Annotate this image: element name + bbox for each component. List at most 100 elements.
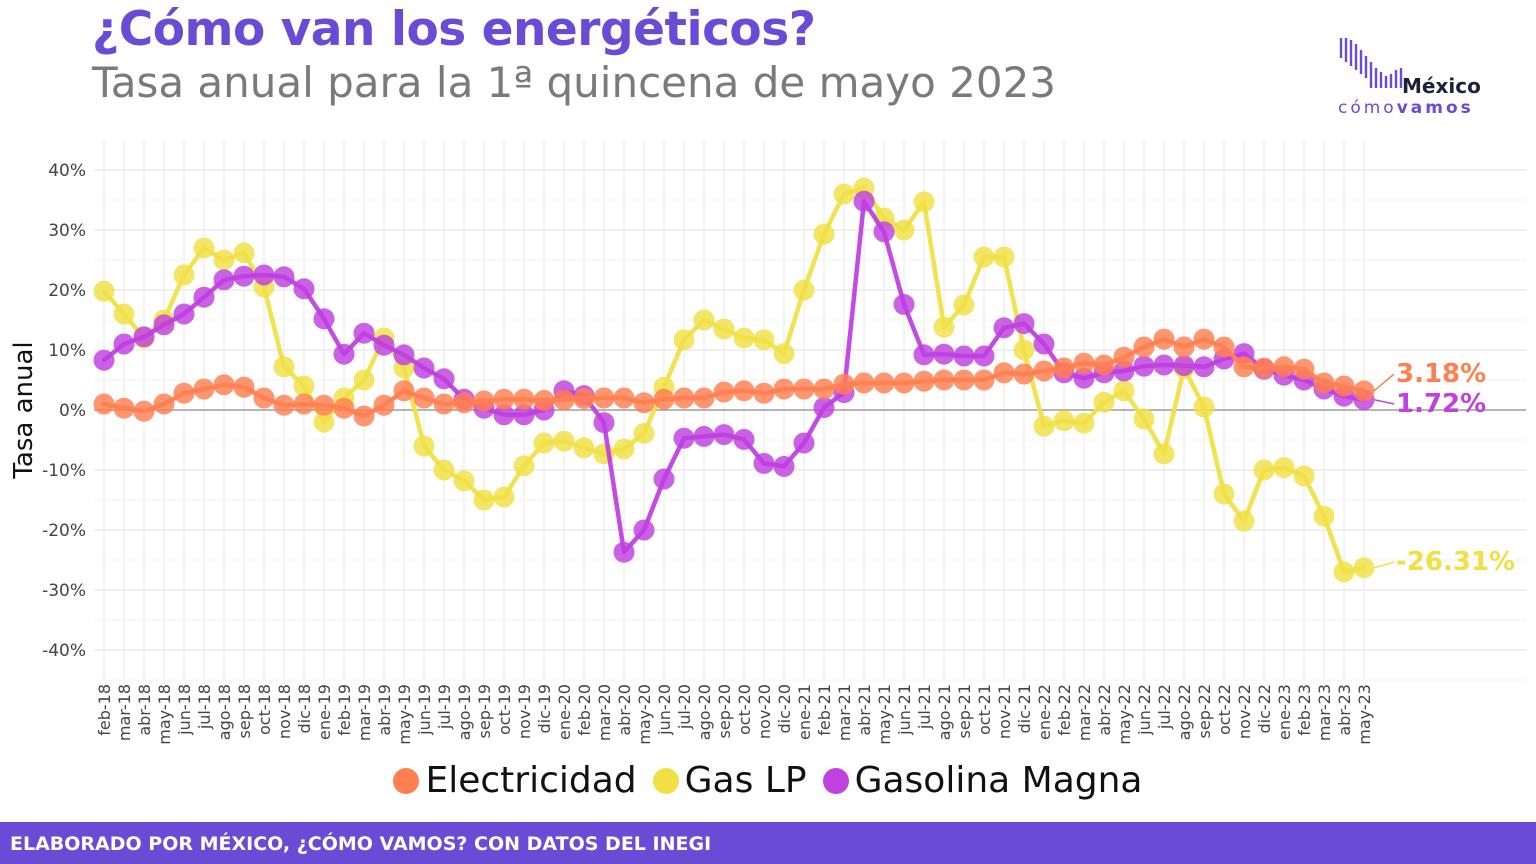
x-tick-label: abr-23 <box>1335 684 1354 736</box>
x-tick-label: jun-20 <box>655 684 674 736</box>
data-point <box>493 486 515 508</box>
x-tick-label: ago-20 <box>695 684 714 740</box>
data-point <box>973 345 995 367</box>
data-point <box>173 303 195 325</box>
x-tick-label: feb-22 <box>1055 684 1074 736</box>
x-tick-label: ene-21 <box>795 684 814 740</box>
data-point <box>1313 505 1335 527</box>
data-point <box>733 327 755 349</box>
data-point <box>313 308 335 330</box>
x-tick-label: jun-19 <box>415 684 434 736</box>
data-point <box>1153 328 1175 350</box>
x-tick-label: may-21 <box>875 684 894 745</box>
data-point <box>1193 396 1215 418</box>
data-point <box>213 374 235 396</box>
data-point <box>393 380 415 402</box>
data-point <box>193 237 215 259</box>
y-tick-label: -40% <box>42 641 86 661</box>
x-tick-label: nov-20 <box>755 684 774 739</box>
x-tick-label: mar-21 <box>835 684 854 741</box>
data-point <box>933 316 955 338</box>
data-point <box>633 392 655 414</box>
data-point <box>633 422 655 444</box>
data-point <box>353 369 375 391</box>
data-point <box>1093 354 1115 376</box>
data-point <box>1133 408 1155 430</box>
logo-bars-icon <box>1339 38 1403 88</box>
x-tick-label: feb-21 <box>815 684 834 736</box>
y-tick-label: -10% <box>42 461 86 481</box>
logo-tagline: cómovamos <box>1338 98 1474 118</box>
data-point <box>1253 459 1275 481</box>
data-point <box>1213 483 1235 505</box>
data-point <box>1293 465 1315 487</box>
data-point <box>1053 410 1075 432</box>
data-point <box>373 394 395 416</box>
data-point <box>413 387 435 409</box>
data-point <box>673 329 695 351</box>
footer-bar: ELABORADO POR MÉXICO, ¿CÓMO VAMOS? CON D… <box>0 822 1536 864</box>
data-point <box>213 269 235 291</box>
data-point <box>993 362 1015 384</box>
data-point <box>433 393 455 415</box>
data-point <box>493 388 515 410</box>
data-point <box>793 279 815 301</box>
x-tick-label: nov-18 <box>275 684 294 739</box>
data-point <box>1193 356 1215 378</box>
data-point <box>513 404 535 426</box>
data-point <box>273 394 295 416</box>
data-point <box>1333 561 1355 583</box>
data-point <box>973 246 995 268</box>
x-tick-label: dic-19 <box>535 684 554 734</box>
data-point <box>293 278 315 300</box>
data-point <box>713 381 735 403</box>
y-tick-label: -20% <box>42 521 86 541</box>
data-point <box>393 344 415 366</box>
y-tick-label: 40% <box>48 161 86 181</box>
data-point <box>853 190 875 212</box>
x-axis: feb-18 mar-18 abr-18 may-18 jun-18 jul-18 ago-… <box>95 684 1374 745</box>
y-tick-label: -30% <box>42 581 86 601</box>
data-point <box>1293 358 1315 380</box>
data-point <box>1013 339 1035 361</box>
data-point <box>813 378 835 400</box>
data-point <box>113 303 135 325</box>
data-point <box>1113 346 1135 368</box>
data-point <box>1313 372 1335 394</box>
x-tick-label: jul-18 <box>195 684 214 730</box>
x-tick-label: dic-18 <box>295 684 314 734</box>
data-point <box>353 322 375 344</box>
data-point <box>813 397 835 419</box>
data-point <box>1033 333 1055 355</box>
x-tick-label: abr-21 <box>855 684 874 736</box>
data-point <box>233 242 255 264</box>
data-point <box>893 219 915 241</box>
x-tick-label: mar-19 <box>355 684 374 741</box>
data-point <box>673 427 695 449</box>
data-point <box>433 368 455 390</box>
data-point <box>1273 356 1295 378</box>
legend-item: Electricidad <box>393 760 637 801</box>
data-point <box>173 264 195 286</box>
logo-tagline-bold: vamos <box>1396 98 1474 118</box>
x-tick-label: jun-21 <box>895 684 914 736</box>
x-tick-label: mar-22 <box>1075 684 1094 741</box>
end-label: 3.18% <box>1396 359 1486 389</box>
x-tick-label: jul-22 <box>1155 684 1174 730</box>
data-point <box>1033 360 1055 382</box>
data-point <box>993 317 1015 339</box>
data-point <box>453 392 475 414</box>
x-tick-label: ene-22 <box>1035 684 1054 740</box>
data-point <box>133 400 155 422</box>
data-point <box>753 382 775 404</box>
data-point <box>373 334 395 356</box>
data-point <box>1133 355 1155 377</box>
data-point <box>513 388 535 410</box>
data-point <box>673 387 695 409</box>
data-point <box>273 266 295 288</box>
data-point <box>1353 557 1375 579</box>
data-point <box>1013 313 1035 335</box>
data-point <box>253 387 275 409</box>
y-tick-label: 20% <box>48 281 86 301</box>
x-tick-label: jun-18 <box>175 684 194 736</box>
